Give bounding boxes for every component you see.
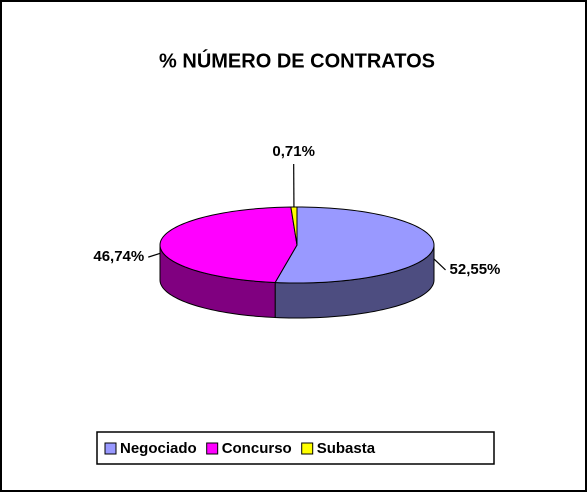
leader-line xyxy=(433,258,446,271)
leader-line xyxy=(148,252,161,258)
slice xyxy=(274,206,435,284)
chart-title: % NÚMERO DE CONTRATOS xyxy=(159,48,435,72)
legend-box xyxy=(96,431,495,465)
legend-label: Concurso xyxy=(222,440,292,457)
legend-swatch xyxy=(104,442,117,455)
legend-swatch xyxy=(301,442,314,455)
slice xyxy=(159,206,298,284)
data-label: 0,71% xyxy=(272,143,315,160)
data-label: 52,55% xyxy=(450,261,501,278)
legend-label: Negociado xyxy=(120,440,197,457)
legend-swatch xyxy=(206,442,219,455)
legend-label: Subasta xyxy=(317,440,376,457)
data-label: 46,74% xyxy=(93,248,144,265)
